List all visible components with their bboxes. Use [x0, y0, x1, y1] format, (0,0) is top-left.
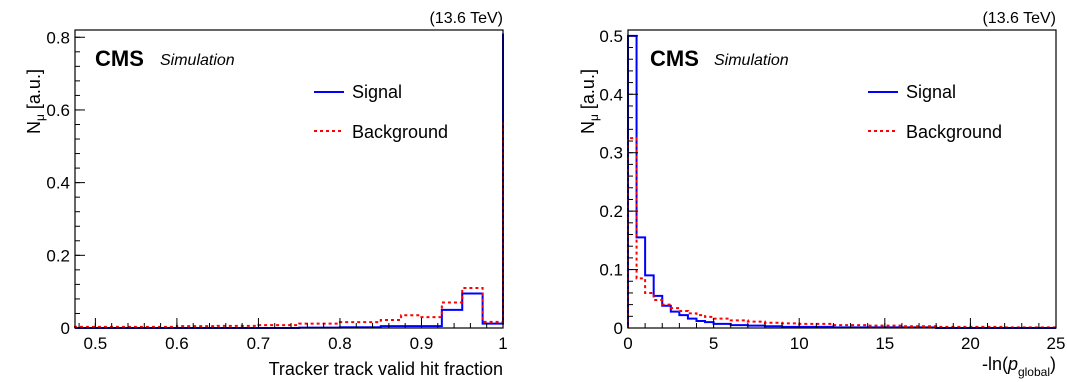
- x-tick-label: 15: [875, 334, 894, 353]
- plot-area: 0.5 0.6 0.7 0.8 0.9 1 0 0.2 0.4 0.6 0.8: [46, 28, 507, 353]
- x-axis-label-sub: global: [1018, 365, 1050, 379]
- simulation-label: Simulation: [160, 52, 235, 69]
- y-tick-label: 0.3: [599, 144, 623, 163]
- series-background-line: [74, 120, 504, 328]
- y-tick-label: 0.2: [46, 246, 70, 265]
- x-axis-label-suffix: ): [1050, 354, 1056, 374]
- plot-frame: [627, 29, 1057, 329]
- x-tick-label: 0.7: [247, 334, 271, 353]
- x-axis-label-var: p: [1007, 354, 1018, 374]
- x-tick-label: 1: [498, 334, 507, 353]
- simulation-label: Simulation: [714, 52, 789, 69]
- y-tick-label: 0.2: [599, 202, 623, 221]
- cms-label: CMS: [650, 46, 699, 71]
- x-axis-label: Tracker track valid hit fraction: [269, 359, 503, 379]
- x-tick-label: 10: [790, 334, 809, 353]
- series-signal-line: [627, 34, 1056, 329]
- y-tick-label: 0: [614, 319, 623, 338]
- y-tick-label: 0: [61, 319, 70, 338]
- x-tick-label: 20: [961, 334, 980, 353]
- y-axis-label: Nμ [a.u.]: [578, 69, 601, 134]
- x-tick-label: 25: [1047, 334, 1066, 353]
- x-tick-label: 0.9: [410, 334, 434, 353]
- y-axis-label-main: N: [578, 121, 598, 134]
- x-axis-label: -ln(pglobal): [982, 354, 1056, 379]
- energy-label: (13.6 TeV): [429, 10, 503, 27]
- legend-background-label: Background: [352, 122, 448, 142]
- y-tick-label: 0.6: [46, 101, 70, 120]
- series-signal-line: [75, 33, 504, 329]
- x-axis-label-prefix: -ln(: [982, 354, 1008, 374]
- x-tick-label: 0.6: [165, 334, 189, 353]
- legend-signal-label: Signal: [906, 82, 956, 102]
- y-tick-label: 0.5: [599, 27, 623, 46]
- y-axis-label-sub: μ: [33, 114, 47, 121]
- y-axis-label: Nμ [a.u.]: [24, 69, 47, 134]
- y-axis-label-unit: [a.u.]: [578, 69, 598, 114]
- x-tick-label: 0.8: [328, 334, 352, 353]
- y-tick-label: 0.1: [599, 261, 623, 280]
- plot-frame: [74, 29, 504, 329]
- y-axis-label-sub: μ: [587, 114, 601, 121]
- y-tick-label: 0.4: [599, 85, 623, 104]
- energy-label: (13.6 TeV): [982, 10, 1056, 27]
- x-tick-label: 0.5: [84, 334, 108, 353]
- hit-fraction-chart: (13.6 TeV) 0.5 0.6 0.7 0.8 0.9 1 0 0.2 0.4 0.6 0.8…: [24, 10, 508, 379]
- y-tick-label: 0.4: [46, 174, 70, 193]
- plot-area: 0 5 10 15 20 25 0 0.1 0.2 0.3 0.4 0.5: [599, 27, 1065, 353]
- series-background-line: [627, 137, 1057, 329]
- x-tick-label: 5: [709, 334, 718, 353]
- pglobal-chart: (13.6 TeV) 0 5 10 15 20 25 0 0.1 0.2 0.3 0.4 0.5 CM…: [578, 10, 1065, 379]
- legend-background-label: Background: [906, 122, 1002, 142]
- y-tick-label: 0.8: [46, 28, 70, 47]
- cms-label: CMS: [95, 46, 144, 71]
- y-axis-label-unit: [a.u.]: [24, 69, 44, 114]
- legend: Signal Background: [868, 82, 1002, 142]
- y-axis-label-main: N: [24, 121, 44, 134]
- legend-signal-label: Signal: [352, 82, 402, 102]
- x-tick-label: 0: [623, 334, 632, 353]
- legend: Signal Background: [314, 82, 448, 142]
